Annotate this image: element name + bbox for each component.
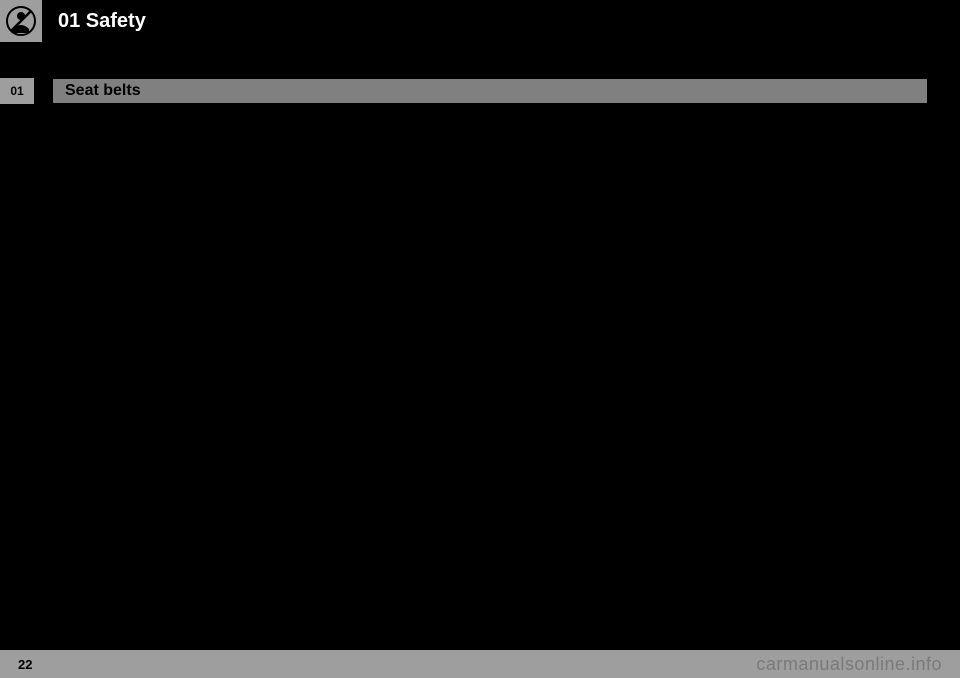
chapter-title: 01 Safety	[58, 10, 146, 33]
page-header: 01 Safety	[0, 0, 960, 42]
paragraph-maintenance: Check periodically that the seat belts a…	[56, 247, 346, 309]
paragraph-intro: steering wheel). Within this context, th…	[56, 118, 346, 164]
side-tab: 01	[0, 78, 34, 104]
page-number: 22	[18, 657, 32, 672]
section-header: Seat belts	[52, 78, 928, 104]
side-tab-label: 01	[10, 84, 23, 98]
no-person-icon	[5, 5, 37, 37]
subheading-child-seats: Child seats	[56, 174, 346, 188]
paragraph-child-seats: Please see page 39 for information on se…	[56, 190, 346, 221]
section-title: Seat belts	[65, 82, 141, 100]
content-column: steering wheel). Within this context, th…	[56, 118, 346, 319]
watermark: carmanualsonline.info	[756, 654, 942, 675]
subheading-maintenance: Seat belt maintenance	[56, 231, 346, 245]
chapter-icon-box	[0, 0, 42, 42]
page-footer: 22 carmanualsonline.info	[0, 650, 960, 678]
